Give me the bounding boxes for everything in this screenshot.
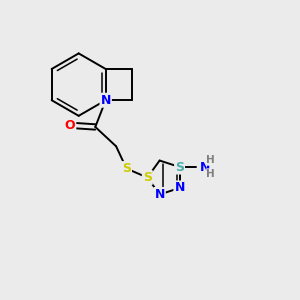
Text: N: N xyxy=(154,188,165,201)
Text: N: N xyxy=(100,94,111,107)
Text: H: H xyxy=(206,169,215,178)
Text: O: O xyxy=(65,119,75,132)
Text: S: S xyxy=(175,160,184,173)
Text: S: S xyxy=(122,162,131,175)
Text: N: N xyxy=(200,160,211,173)
Text: S: S xyxy=(143,171,152,184)
Text: N: N xyxy=(174,182,185,194)
Text: H: H xyxy=(206,155,215,166)
